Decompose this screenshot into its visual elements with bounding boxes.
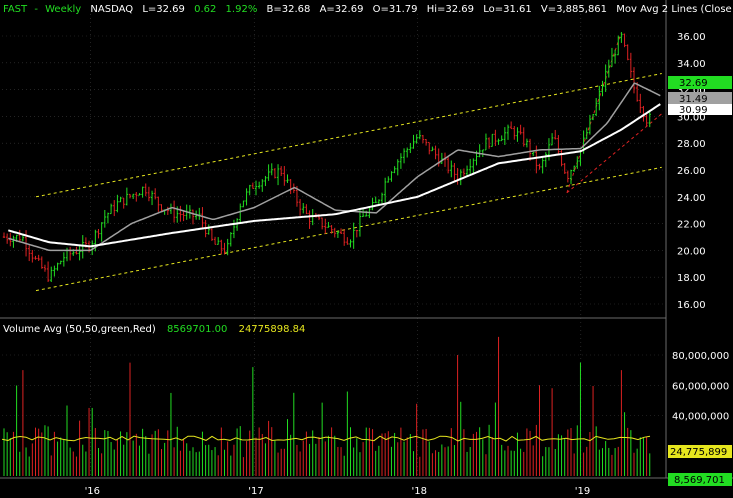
volume-tick-label: 80,000,000 — [672, 351, 729, 362]
header-bid: B=32.68 — [267, 4, 311, 15]
header-last: L=32.69 — [142, 4, 185, 15]
header-study: Mov Avg 2 Lines (Close — [616, 4, 731, 15]
price-tick-label: 36.00 — [677, 32, 706, 43]
last-price-tag-bg — [668, 76, 732, 89]
header-dash: - — [34, 4, 38, 15]
volume-study-label: Volume Avg (50,50,green,Red) — [3, 324, 156, 335]
time-tick-label: '19 — [575, 486, 590, 497]
price-tick-label: 16.00 — [677, 300, 706, 311]
volume-last-tag-bg — [668, 473, 732, 486]
volume-axis: 80,000,000 60,000,000 40,000,000 — [672, 351, 729, 423]
price-header: FAST - Weekly NASDAQ L=32.69 0.62 1.92% … — [3, 4, 732, 15]
price-tick-label: 26.00 — [677, 166, 706, 177]
red-trend-line — [566, 113, 663, 194]
price-tick-label: 28.00 — [677, 139, 706, 150]
volume-avg-tag: 24,775,899 — [670, 447, 727, 458]
ma50-tag-bg — [668, 92, 732, 105]
ma50-tag: 31.49 — [679, 94, 708, 105]
volume-value-yellow: 24775898.84 — [239, 324, 306, 335]
volume-last-tag: 8,569,701 — [674, 475, 725, 486]
ma200-tag: 30.99 — [679, 105, 708, 116]
ma200-line — [8, 103, 661, 248]
volume-avg-tag-bg — [668, 445, 732, 458]
time-tick-label: '17 — [248, 486, 263, 497]
header-volume: V=3,885,861 — [541, 4, 607, 15]
channel-line — [35, 73, 662, 198]
volume-tick-label: 40,000,000 — [672, 412, 729, 423]
volume-header: Volume Avg (50,50,green,Red) 8569701.00 … — [3, 324, 305, 335]
time-tick-label: '16 — [85, 486, 100, 497]
channel-line — [35, 166, 662, 292]
header-low: Lo=31.61 — [483, 4, 532, 15]
header-open: O=31.79 — [373, 4, 418, 15]
header-change-pct: 1.92% — [226, 4, 258, 15]
volume-average-line — [1, 435, 651, 442]
time-tick-label: '18 — [412, 486, 427, 497]
ma200-tag-bg — [668, 104, 732, 115]
volume-tick-label: 60,000,000 — [672, 381, 729, 392]
price-axis: 36.00 34.00 32.00 30.00 28.00 26.00 24.00 22.00… — [677, 32, 706, 311]
volume-bars — [3, 336, 651, 476]
price-tick-label: 34.00 — [677, 59, 706, 70]
price-tick-label: 32.00 — [677, 86, 706, 97]
ma50-line — [8, 82, 661, 252]
header-high: Hi=32.69 — [427, 4, 474, 15]
header-period: Weekly — [45, 4, 81, 15]
price-tick-label: 18.00 — [677, 273, 706, 284]
moving-averages — [8, 82, 661, 252]
header-ask: A=32.69 — [320, 4, 364, 15]
header-symbol: FAST — [3, 4, 28, 15]
last-price-tag: 32.69 — [679, 78, 708, 89]
header-exchange: NASDAQ — [90, 4, 133, 15]
price-tick-label: 22.00 — [677, 220, 706, 231]
price-tick-label: 20.00 — [677, 246, 706, 257]
time-axis: '16 '17 '18 '19 — [85, 486, 591, 497]
price-tick-label: 30.00 — [677, 112, 706, 123]
price-tick-label: 24.00 — [677, 193, 706, 204]
header-change: 0.62 — [194, 4, 216, 15]
volume-value-green: 8569701.00 — [167, 324, 227, 335]
